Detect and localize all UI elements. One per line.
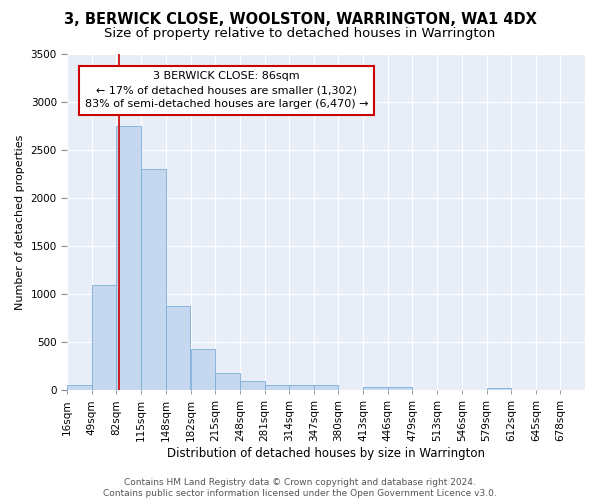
Bar: [487, 388, 511, 390]
Text: Size of property relative to detached houses in Warrington: Size of property relative to detached ho…: [104, 28, 496, 40]
Text: 3, BERWICK CLOSE, WOOLSTON, WARRINGTON, WA1 4DX: 3, BERWICK CLOSE, WOOLSTON, WARRINGTON, …: [64, 12, 536, 28]
Bar: [92, 284, 116, 391]
X-axis label: Distribution of detached houses by size in Warrington: Distribution of detached houses by size …: [167, 447, 485, 460]
Bar: [191, 349, 215, 391]
Bar: [67, 386, 92, 390]
Bar: [215, 373, 240, 390]
Bar: [363, 387, 388, 390]
Bar: [289, 385, 314, 390]
Bar: [314, 386, 338, 390]
Bar: [141, 170, 166, 390]
Bar: [388, 387, 412, 390]
Bar: [116, 126, 141, 390]
Bar: [240, 381, 265, 390]
Y-axis label: Number of detached properties: Number of detached properties: [15, 134, 25, 310]
Text: 3 BERWICK CLOSE: 86sqm
← 17% of detached houses are smaller (1,302)
83% of semi-: 3 BERWICK CLOSE: 86sqm ← 17% of detached…: [85, 72, 368, 110]
Bar: [265, 384, 289, 390]
Bar: [166, 306, 190, 390]
Text: Contains HM Land Registry data © Crown copyright and database right 2024.
Contai: Contains HM Land Registry data © Crown c…: [103, 478, 497, 498]
